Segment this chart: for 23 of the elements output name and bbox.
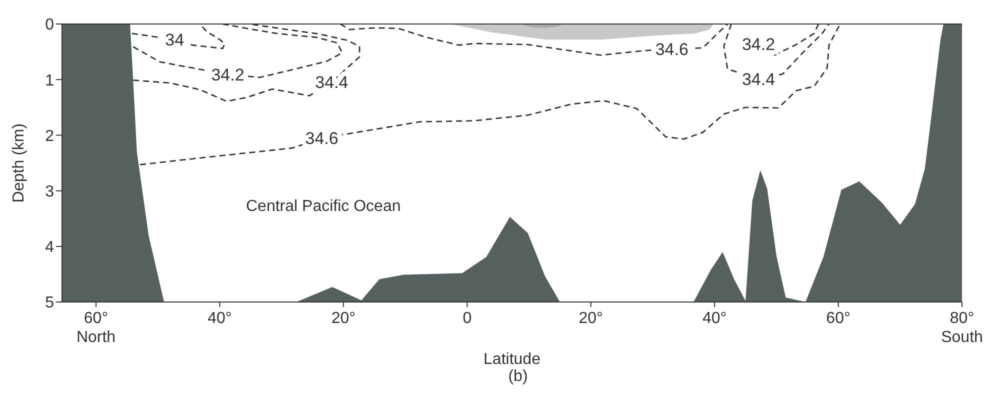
- x-tick-label: 40°: [208, 310, 232, 327]
- x-axis-title: Latitude: [484, 351, 541, 368]
- annotation: 34: [165, 30, 184, 50]
- y-tick-label: 5: [45, 294, 54, 312]
- x-tick-label: 60° North: [76, 310, 116, 346]
- y-axis-title: Depth (km): [10, 123, 28, 203]
- y-tick-label: 0: [45, 16, 54, 34]
- y-tick-label: 3: [45, 183, 54, 200]
- text: (b): [507, 368, 529, 386]
- annotation: 34.2: [742, 35, 776, 54]
- x-tick-label: 60°: [826, 310, 850, 327]
- x-tick-label: 20°: [331, 310, 356, 327]
- annotation: 34.6: [305, 128, 338, 148]
- annotation: Central Pacific Ocean: [246, 198, 401, 216]
- y-tick-label: 2: [45, 128, 54, 145]
- y-tick-label: 4: [45, 239, 54, 256]
- y-tick-label: 1: [45, 72, 54, 90]
- x-tick-label: 40°: [702, 310, 727, 327]
- x-tick-label: 0: [462, 310, 472, 327]
- annotation: 34.4: [742, 70, 776, 90]
- x-tick-label: 80° South: [941, 310, 983, 346]
- annotation: 34.4: [315, 72, 348, 92]
- x-tick-label: 20°: [578, 310, 603, 327]
